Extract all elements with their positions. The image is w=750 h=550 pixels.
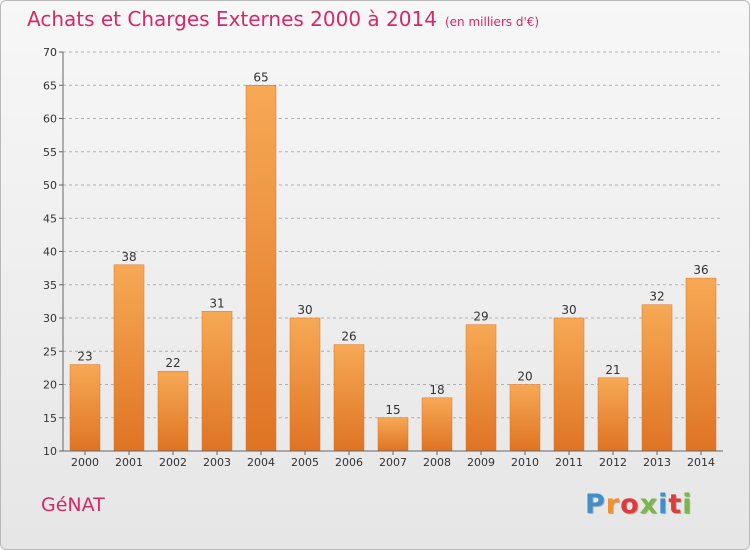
x-tick-label: 2012 — [599, 456, 627, 469]
bar-2012 — [597, 377, 629, 452]
logo-letter: t — [668, 489, 683, 520]
data-label: 18 — [429, 383, 444, 397]
data-label: 31 — [209, 296, 224, 310]
proxiti-logo: Proxiti — [585, 489, 693, 520]
data-label: 15 — [385, 403, 400, 417]
bar-2004 — [245, 85, 277, 452]
chart-title: Achats et Charges Externes 2000 à 2014 (e… — [27, 7, 539, 31]
y-tick-label: 25 — [43, 345, 57, 358]
bar-2013 — [641, 304, 673, 452]
y-tick-label: 35 — [43, 279, 57, 292]
x-tick-label: 2009 — [467, 456, 495, 469]
data-label: 26 — [341, 330, 356, 344]
bar-2006 — [333, 344, 365, 452]
bar-2011 — [553, 317, 585, 452]
data-label: 65 — [253, 70, 268, 84]
bar-2010 — [509, 384, 541, 452]
bar-2005 — [289, 317, 321, 452]
x-tick-label: 2003 — [203, 456, 231, 469]
logo-letter: o — [620, 489, 640, 520]
x-tick-label: 2010 — [511, 456, 539, 469]
data-label: 32 — [649, 290, 664, 304]
data-label: 38 — [121, 250, 136, 264]
y-tick-label: 15 — [43, 412, 57, 425]
logo-letter: P — [585, 489, 606, 520]
y-tick-label: 70 — [43, 46, 57, 59]
x-tick-label: 2004 — [247, 456, 275, 469]
data-label: 30 — [561, 303, 576, 317]
x-tick-label: 2005 — [291, 456, 319, 469]
y-tick-label: 40 — [43, 246, 57, 259]
x-tick-label: 2011 — [555, 456, 583, 469]
bar-2001 — [113, 264, 145, 452]
y-tick-label: 60 — [43, 113, 57, 126]
x-tick-label: 2006 — [335, 456, 363, 469]
logo-letter: x — [639, 489, 659, 520]
data-label: 36 — [693, 263, 708, 277]
bar-2000 — [69, 364, 101, 452]
bar-2007 — [377, 417, 409, 452]
x-tick-label: 2008 — [423, 456, 451, 469]
data-label: 30 — [297, 303, 312, 317]
commune-name: GéNAT — [41, 494, 105, 516]
axes: 10 15 20 25 30 35 40 45 50 55 60 65 70 2000 2001 2002 20… — [43, 46, 723, 469]
y-tick-label: 30 — [43, 312, 57, 325]
y-tick-label: 65 — [43, 79, 57, 92]
bar-2003 — [201, 311, 233, 452]
bar-2002 — [157, 370, 189, 452]
x-tick-label: 2002 — [159, 456, 187, 469]
bar-2008 — [421, 397, 453, 452]
x-tick-label: 2001 — [115, 456, 143, 469]
logo-letter: r — [605, 489, 621, 520]
bar-2009 — [465, 324, 497, 452]
bars: 23 38 22 31 65 30 26 15 18 29 20 30 21 32 36 — [69, 70, 717, 452]
y-tick-label: 50 — [43, 179, 57, 192]
y-tick-label: 10 — [43, 445, 57, 458]
x-tick-label: 2013 — [643, 456, 671, 469]
chart-title-text: Achats et Charges Externes 2000 à 2014 — [27, 7, 437, 31]
logo-letter: i — [658, 489, 669, 520]
x-tick-label: 2014 — [687, 456, 715, 469]
logo-letter: i — [682, 489, 693, 520]
x-tick-label: 2000 — [71, 456, 99, 469]
data-label: 22 — [165, 356, 180, 370]
data-label: 29 — [473, 310, 488, 324]
data-label: 20 — [517, 370, 532, 384]
bar-2014 — [685, 277, 717, 452]
y-tick-label: 55 — [43, 146, 57, 159]
data-label: 21 — [605, 363, 620, 377]
y-tick-label: 20 — [43, 379, 57, 392]
y-tick-label: 45 — [43, 212, 57, 225]
x-tick-label: 2007 — [379, 456, 407, 469]
chart-subtitle: (en milliers d'€) — [444, 15, 540, 29]
data-label: 23 — [77, 350, 92, 364]
